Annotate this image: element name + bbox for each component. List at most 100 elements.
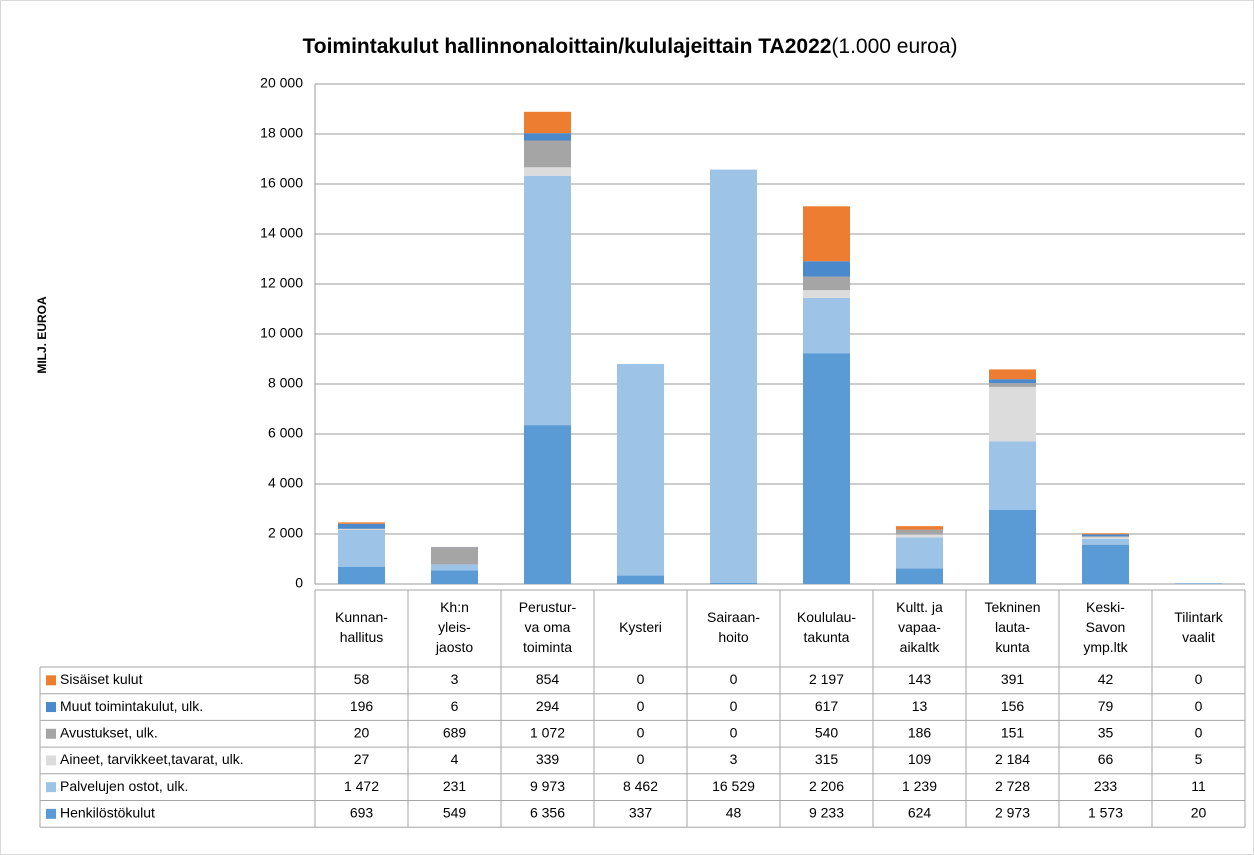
table-value: 294	[536, 698, 560, 714]
legend-label: Aineet, tarvikkeet,tavarat, ulk.	[60, 751, 244, 767]
table-value: 5	[1195, 751, 1203, 767]
table-value: 20	[1191, 805, 1207, 821]
table-value: 156	[1001, 698, 1025, 714]
chart-title-group: Toimintakulut hallinnonaloittain/kululaj…	[302, 35, 957, 58]
table-value: 1 573	[1088, 805, 1123, 821]
y-tick-label: 16 000	[260, 175, 303, 191]
x-tick-label: Tekninen	[984, 599, 1040, 615]
bar-segment	[803, 298, 850, 354]
x-tick-label: Savon	[1086, 619, 1126, 635]
bar-segment	[1082, 544, 1129, 584]
y-tick-label: 20 000	[260, 75, 303, 91]
table-value: 693	[350, 805, 374, 821]
x-tick-label: toiminta	[523, 639, 572, 655]
bar-segment	[338, 528, 385, 530]
y-tick-label: 6 000	[268, 425, 303, 441]
y-tick-label: 18 000	[260, 125, 303, 141]
table-value: 0	[637, 671, 645, 687]
y-axis-label: MILJ. EUROA	[35, 296, 49, 374]
bar-segment	[989, 509, 1036, 584]
table-value: 1 472	[344, 778, 379, 794]
table-value: 3	[451, 671, 459, 687]
y-tick-label: 12 000	[260, 275, 303, 291]
y-tick-label: 14 000	[260, 225, 303, 241]
bar-segment	[1175, 583, 1222, 584]
table-value: 20	[354, 724, 370, 740]
table-value: 2 973	[995, 805, 1030, 821]
table-value: 231	[443, 778, 467, 794]
table-value: 339	[536, 751, 560, 767]
legend-swatch	[46, 675, 56, 686]
table-value: 233	[1094, 778, 1118, 794]
bar-segment	[896, 526, 943, 530]
table-value: 13	[912, 698, 928, 714]
x-tick-label: lauta-	[995, 619, 1030, 635]
bar-segment	[989, 383, 1036, 387]
table-value: 11	[1191, 778, 1206, 794]
table-value: 0	[1195, 724, 1203, 740]
table-value: 315	[815, 751, 839, 767]
table-value: 9 973	[530, 778, 565, 794]
legend-swatch	[46, 808, 56, 819]
bar-segment	[989, 441, 1036, 510]
bar-segment	[338, 566, 385, 584]
chart-subtitle: (1.000 euroa)	[831, 35, 957, 58]
table-value: 58	[354, 671, 370, 687]
table-value: 4	[451, 751, 459, 767]
y-tick-label: 8 000	[268, 375, 303, 391]
chart-title: Toimintakulut hallinnonaloittain/kululaj…	[302, 35, 831, 58]
x-tick-label: Kunnan-	[335, 609, 388, 625]
legend-label: Muut toimintakulut, ulk.	[60, 698, 203, 714]
table-value: 617	[815, 698, 839, 714]
bar-segment	[524, 111, 571, 134]
table-value: 3	[730, 751, 738, 767]
x-tick-label: hoito	[718, 629, 749, 645]
table-value: 35	[1098, 724, 1114, 740]
table-value: 151	[1001, 724, 1025, 740]
bar-segment	[524, 133, 571, 141]
legend-label: Henkilöstökulut	[60, 805, 155, 821]
bar-segment	[617, 364, 664, 576]
bar-segment	[896, 537, 943, 569]
y-tick-label: 0	[295, 575, 303, 591]
y-tick-label: 10 000	[260, 325, 303, 341]
bar-segment	[896, 534, 943, 538]
legend-swatch	[46, 728, 56, 739]
bar-segment	[338, 529, 385, 530]
bar-segment	[803, 353, 850, 584]
bar-segment	[1082, 533, 1129, 535]
bar-segment	[803, 261, 850, 277]
x-tick-label: Kultt. ja	[896, 599, 943, 615]
table-value: 0	[637, 724, 645, 740]
table-value: 337	[629, 805, 653, 821]
table-value: 0	[730, 698, 738, 714]
bar-segment	[431, 564, 478, 571]
table-value: 391	[1001, 671, 1025, 687]
table-value: 2 728	[995, 778, 1030, 794]
bar-segment	[896, 568, 943, 584]
bar-segment	[1082, 538, 1129, 545]
table-value: 42	[1098, 671, 1114, 687]
x-tick-label: vapaa-	[898, 619, 941, 635]
table-value: 0	[1195, 698, 1203, 714]
bar-segment	[710, 169, 757, 583]
table-value: 6 356	[530, 805, 565, 821]
table-value: 8 462	[623, 778, 658, 794]
legend-swatch	[46, 755, 56, 766]
table-value: 2 197	[809, 671, 844, 687]
x-tick-label: Sairaan-	[707, 609, 760, 625]
table-value: 549	[443, 805, 467, 821]
bar-segment	[803, 206, 850, 262]
x-tick-label: hallitus	[340, 629, 384, 645]
table-value: 196	[350, 698, 374, 714]
x-tick-label: jaosto	[435, 639, 474, 655]
table-value: 624	[908, 805, 932, 821]
table-value: 27	[354, 751, 370, 767]
bar-segment	[989, 379, 1036, 384]
y-tick-label: 2 000	[268, 525, 303, 541]
table-value: 9 233	[809, 805, 844, 821]
x-tick-label: va oma	[525, 619, 571, 635]
table-value: 540	[815, 724, 839, 740]
y-tick-label: 4 000	[268, 475, 303, 491]
